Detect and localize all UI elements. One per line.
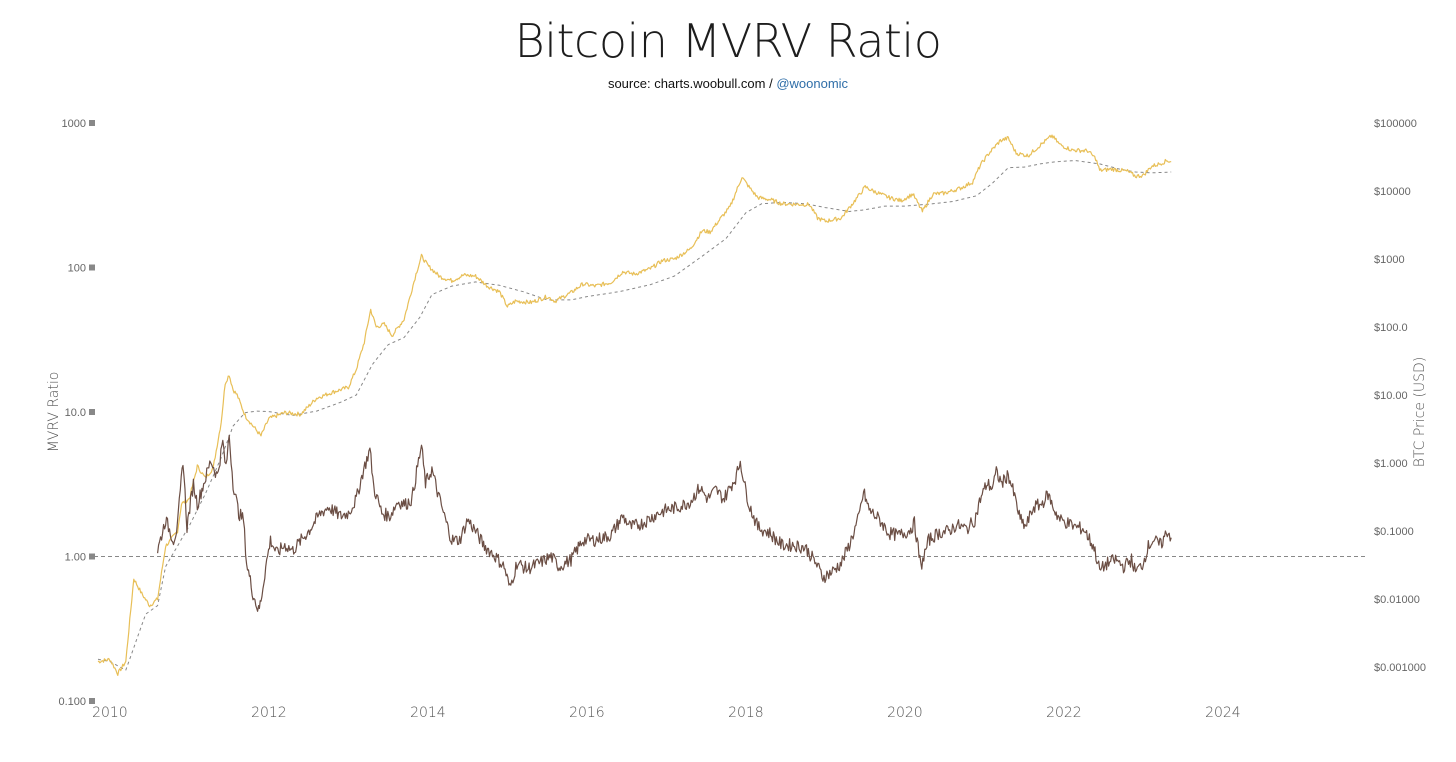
right-tick-label: $10.00 [1374,390,1408,402]
chart-subtitle: source: charts.woobull.com / @woonomic [0,76,1456,91]
price-series-line [97,134,1172,676]
chart-title: Bitcoin MVRV Ratio [514,14,942,68]
left-tick-label: 1.00 [65,552,86,564]
x-tick-label: 2024 [1205,705,1241,721]
x-tick-label: 2010 [92,705,128,721]
mvrv-series-line [157,434,1172,612]
right-tick-label: $10000 [1374,186,1411,198]
right-tick-label: $1000 [1374,254,1405,266]
x-tick-label: 2018 [728,705,764,721]
x-tick-label: 2020 [887,705,923,721]
right-tick-label: $100.0 [1374,322,1408,334]
right-tick-label: $1.000 [1374,458,1408,470]
left-tick-mark [89,553,95,560]
series-layer [97,134,1172,676]
left-tick-mark [89,264,95,271]
right-axis-title: BTC Price (USD) [1412,357,1428,468]
left-tick-mark [89,698,95,704]
x-axis: 2010 2012 2014 2016 2018 2020 2022 2024 [92,705,1241,721]
left-tick-mark [89,409,95,415]
left-tick-mark [89,120,95,126]
realized-series-line [97,160,1172,671]
left-axis-title: MVRV Ratio [46,372,62,453]
right-tick-label: $0.001000 [1374,662,1426,674]
x-tick-label: 2016 [569,705,605,721]
right-tick-label: $100000 [1374,118,1417,130]
left-tick-label: 100 [68,263,86,275]
left-tick-label: 1000 [62,118,86,130]
right-axis: $100000 $10000 $1000 $100.0 $10.00 $1.000 $0.1… [1374,118,1426,674]
x-tick-label: 2014 [410,705,446,721]
left-tick-label: 10.0 [65,407,86,419]
right-tick-label: $0.01000 [1374,594,1420,606]
subtitle-source: source: charts.woobull.com / [607,76,773,91]
subtitle-handle-link[interactable]: @woonomic [776,76,849,91]
left-axis: 1000 100 10.0 1.00 0.100 [58,118,95,708]
x-tick-label: 2022 [1046,705,1082,721]
x-tick-label: 2012 [251,705,287,721]
right-tick-label: $0.1000 [1374,526,1414,538]
left-tick-label: 0.100 [58,696,86,708]
